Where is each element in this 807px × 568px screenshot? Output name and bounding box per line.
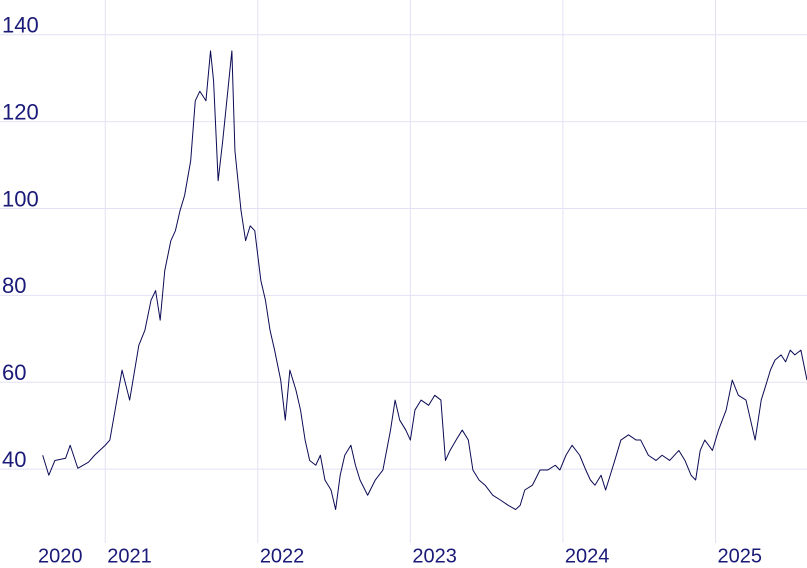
x-tick-label: 2021 (107, 545, 151, 567)
price-line (42, 50, 807, 511)
y-tick-label: 60 (2, 360, 26, 385)
y-tick-label: 40 (2, 447, 26, 472)
x-tick-label: 2024 (565, 545, 610, 567)
x-tick-label: 2023 (412, 545, 457, 567)
y-tick-label: 80 (2, 273, 26, 298)
x-tick-label: 2020 (38, 545, 83, 567)
y-tick-label: 140 (2, 13, 39, 38)
x-tick-label: 2022 (260, 545, 305, 567)
x-tick-label: 2025 (717, 545, 762, 567)
y-tick-label: 120 (2, 99, 39, 124)
y-tick-label: 100 (2, 186, 39, 211)
